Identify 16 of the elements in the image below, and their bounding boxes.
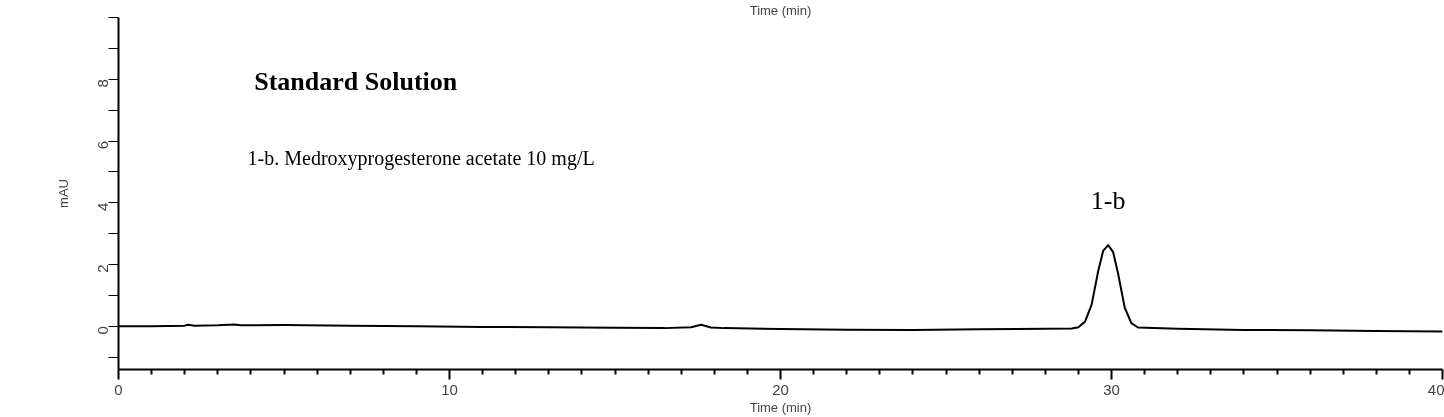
y-tick-label: 8 — [94, 79, 112, 88]
y-axis-title: mAU — [55, 179, 71, 208]
x-tick-label: 30 — [1103, 380, 1120, 398]
annotation: Standard Solution — [254, 67, 458, 97]
chart-title: Time (min) — [749, 2, 812, 18]
y-tick-label: 6 — [94, 141, 112, 150]
annotation: 1-b. Medroxyprogesterone acetate 10 mg/L — [247, 146, 595, 170]
x-axis-title: Time (min) — [749, 399, 812, 415]
y-tick-label: 0 — [94, 326, 112, 335]
y-tick-label: 2 — [94, 264, 112, 273]
x-tick-label: 40 — [1427, 380, 1444, 398]
x-tick-label: 10 — [441, 380, 458, 398]
x-tick-label: 0 — [114, 380, 123, 398]
annotation: 1-b — [1090, 186, 1126, 216]
y-tick-label: 4 — [94, 202, 112, 212]
x-tick-label: 20 — [772, 380, 789, 398]
